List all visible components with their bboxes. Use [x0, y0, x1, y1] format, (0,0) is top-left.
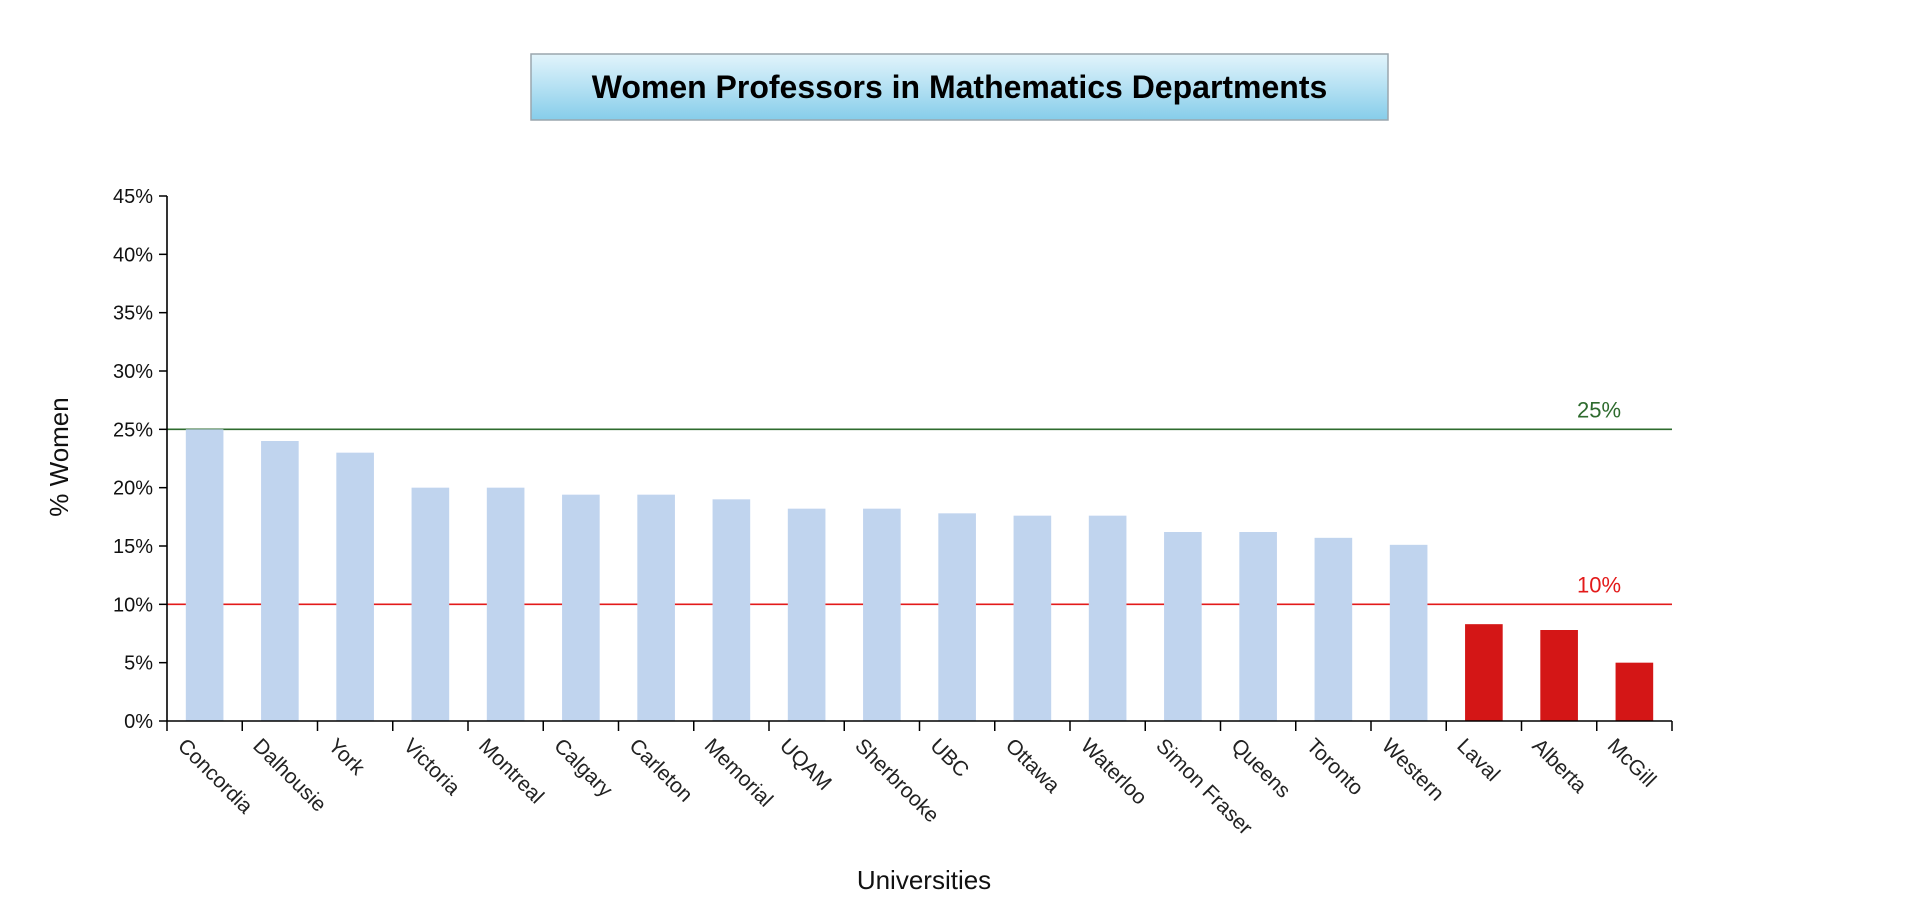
x-tick-label-laval: Laval: [1452, 734, 1504, 786]
x-tick-label-york: York: [324, 734, 370, 780]
reference-label-25: 25%: [1577, 397, 1621, 422]
title-background: [530, 53, 1389, 121]
reference-lines: 25% 10%: [167, 397, 1672, 606]
bar-carleton: [637, 494, 675, 721]
x-tick-label-dalhousie: Dalhousie: [248, 734, 330, 816]
chart-title-box: Women Professors in Mathematics Departme…: [530, 53, 1389, 121]
bar-ottawa: [1013, 515, 1052, 721]
bar-queens: [1239, 532, 1277, 721]
bar-toronto: [1314, 537, 1353, 721]
bar-sherbrooke: [863, 508, 901, 721]
x-tick-label-montreal: Montreal: [474, 734, 548, 808]
bar-memorial: [712, 499, 751, 721]
x-tick-label-ottawa: Ottawa: [1001, 734, 1065, 798]
bar-concordia: [185, 429, 224, 721]
x-tick-label-victoria: Victoria: [399, 734, 465, 800]
bar-waterloo: [1088, 515, 1127, 721]
bar-uqam: [787, 508, 826, 721]
x-tick-label-memorial: Memorial: [700, 734, 777, 811]
bar-victoria: [411, 487, 450, 721]
x-tick-label-ubc: UBC: [926, 734, 974, 782]
y-tick-label: 40%: [113, 244, 153, 266]
bar-york: [336, 452, 374, 721]
x-tick-label-calgary: Calgary: [549, 734, 617, 802]
y-axis-title: % Women: [44, 397, 74, 516]
y-tick-label: 0%: [124, 711, 153, 733]
bar-calgary: [562, 494, 600, 721]
y-tick-label: 5%: [124, 653, 153, 675]
y-tick-label: 20%: [113, 478, 153, 500]
x-tick-label-mcgill: McGill: [1603, 734, 1661, 792]
bar-ubc: [938, 513, 976, 721]
y-tick-label: 25%: [113, 419, 153, 441]
y-tick-label: 35%: [113, 303, 153, 325]
x-tick-label-carleton: Carleton: [625, 734, 697, 806]
reference-label-10: 10%: [1577, 572, 1621, 597]
x-axis-title: Universities: [857, 865, 991, 895]
bar-simon-fraser: [1164, 532, 1202, 721]
x-tick-label-western: Western: [1377, 734, 1448, 805]
x-tick-label-concordia: Concordia: [173, 734, 257, 818]
y-tick-label: 30%: [113, 361, 153, 383]
x-tick-label-queens: Queens: [1227, 734, 1295, 802]
y-tick-label: 45%: [113, 186, 153, 208]
x-tick-label-toronto: Toronto: [1302, 734, 1368, 800]
x-tick-label-alberta: Alberta: [1528, 734, 1592, 798]
bar-dalhousie: [261, 441, 299, 721]
bar-montreal: [486, 487, 525, 721]
x-tick-label-waterloo: Waterloo: [1076, 734, 1151, 809]
bar-alberta: [1540, 630, 1578, 721]
y-tick-label: 10%: [113, 594, 153, 616]
y-tick-label: 15%: [113, 536, 153, 558]
x-tick-label-uqam: UQAM: [775, 734, 836, 795]
bars: [185, 429, 1654, 721]
bar-laval: [1465, 624, 1503, 721]
bar-mcgill: [1615, 662, 1654, 721]
chart-title: Women Professors in Mathematics Departme…: [592, 69, 1328, 105]
bar-western: [1389, 544, 1428, 721]
